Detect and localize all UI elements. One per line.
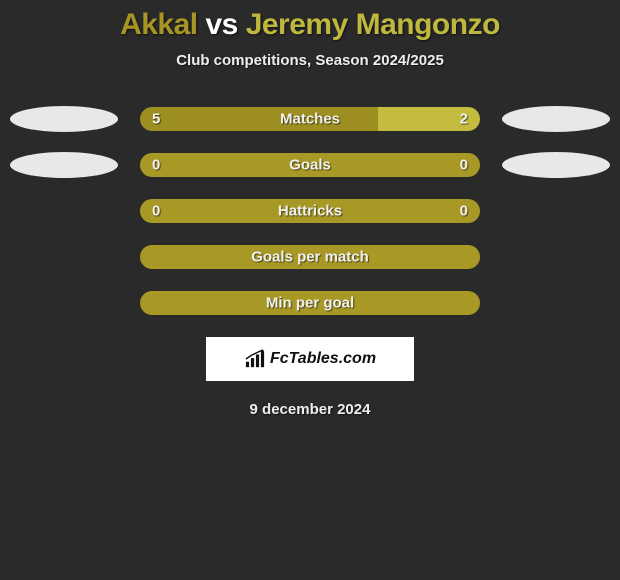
stat-label: Goals <box>289 157 331 174</box>
stat-value-right: 0 <box>460 157 468 174</box>
stat-value-left: 0 <box>152 203 160 220</box>
stat-bar: Goals 0 0 <box>140 153 480 177</box>
player2-name: Jeremy Mangonzo <box>246 8 500 41</box>
stat-bar: Matches 5 2 <box>140 107 480 131</box>
stat-rows: Matches 5 2 Goals 0 0 Hattricks 0 0 Goals per mat… <box>0 107 620 315</box>
stat-bar: Goals per match <box>140 245 480 269</box>
stat-row: Hattricks 0 0 <box>0 199 620 223</box>
stat-value-right: 2 <box>460 111 468 128</box>
stat-bar: Hattricks 0 0 <box>140 199 480 223</box>
stat-label: Hattricks <box>278 203 342 220</box>
player1-badge-oval <box>10 106 118 132</box>
player1-name: Akkal <box>120 8 198 41</box>
vs-text: vs <box>205 8 237 41</box>
stat-label: Matches <box>280 111 340 128</box>
stat-bar: Min per goal <box>140 291 480 315</box>
player2-badge-oval <box>502 106 610 132</box>
stat-row: Min per goal <box>0 291 620 315</box>
stat-value-right: 0 <box>460 203 468 220</box>
stat-label: Goals per match <box>251 249 369 266</box>
subtitle: Club competitions, Season 2024/2025 <box>0 52 620 69</box>
brand-box: FcTables.com <box>206 337 414 381</box>
stat-label: Min per goal <box>266 295 354 312</box>
stat-value-left: 5 <box>152 111 160 128</box>
date-label: 9 december 2024 <box>0 401 620 418</box>
stats-comparison-card: Akkal vs Jeremy Mangonzo Club competitio… <box>0 0 620 418</box>
stat-value-left: 0 <box>152 157 160 174</box>
stat-bar-left <box>140 107 378 131</box>
player1-badge-oval <box>10 152 118 178</box>
brand-text: FcTables.com <box>270 350 376 368</box>
chart-icon <box>244 349 266 369</box>
stat-row: Goals 0 0 <box>0 153 620 177</box>
page-title: Akkal vs Jeremy Mangonzo <box>0 8 620 42</box>
stat-row: Matches 5 2 <box>0 107 620 131</box>
player2-badge-oval <box>502 152 610 178</box>
stat-row: Goals per match <box>0 245 620 269</box>
